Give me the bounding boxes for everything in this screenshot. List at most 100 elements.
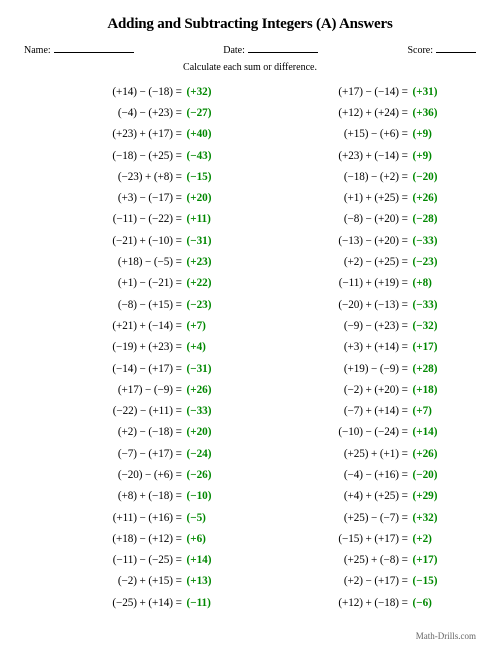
problem-answer: (+6) bbox=[186, 533, 205, 545]
problem-row: (−20) − (+6) = (−26) bbox=[62, 464, 211, 485]
problem-expression: (−11) − (−25) = bbox=[62, 554, 184, 566]
problem-row: (−11) − (−22) = (+11) bbox=[62, 209, 211, 230]
problem-expression: (−8) − (+20) = bbox=[288, 213, 410, 225]
problem-expression: (−11) − (−22) = bbox=[62, 213, 184, 225]
problem-expression: (+12) + (−18) = bbox=[288, 597, 410, 609]
problem-row: (+23) + (+17) = (+40) bbox=[62, 124, 211, 145]
problem-row: (+25) + (+1) = (+26) bbox=[288, 443, 437, 464]
problem-row: (+2) − (+17) = (−15) bbox=[288, 571, 437, 592]
problem-expression: (−4) − (+23) = bbox=[62, 107, 184, 119]
problem-expression: (−8) − (+15) = bbox=[62, 299, 184, 311]
problem-expression: (+18) − (+12) = bbox=[62, 533, 184, 545]
problem-answer: (−23) bbox=[186, 299, 211, 311]
problem-expression: (−9) − (+23) = bbox=[288, 320, 410, 332]
problem-answer: (+26) bbox=[186, 384, 211, 396]
problem-answer: (+2) bbox=[412, 533, 431, 545]
problem-expression: (−19) + (+23) = bbox=[62, 341, 184, 353]
problem-answer: (−20) bbox=[412, 469, 437, 481]
footer-text: Math-Drills.com bbox=[416, 631, 476, 641]
problem-answer: (+32) bbox=[186, 86, 211, 98]
problem-expression: (−20) − (+6) = bbox=[62, 469, 184, 481]
problem-row: (−11) − (−25) = (+14) bbox=[62, 550, 211, 571]
problem-expression: (−15) + (+17) = bbox=[288, 533, 410, 545]
problem-answer: (+9) bbox=[412, 150, 431, 162]
problem-answer: (+4) bbox=[186, 341, 205, 353]
problem-expression: (+25) + (+1) = bbox=[288, 448, 410, 460]
problem-answer: (+26) bbox=[412, 192, 437, 204]
problem-row: (−4) − (+16) = (−20) bbox=[288, 464, 437, 485]
problem-row: (+1) − (−21) = (+22) bbox=[62, 273, 211, 294]
problem-expression: (+18) − (−5) = bbox=[62, 256, 184, 268]
date-label: Date: bbox=[223, 45, 245, 56]
problem-row: (−11) + (+19) = (+8) bbox=[288, 273, 437, 294]
problem-row: (−7) + (+14) = (+7) bbox=[288, 400, 437, 421]
problem-answer: (+18) bbox=[412, 384, 437, 396]
problem-answer: (+7) bbox=[412, 405, 431, 417]
problem-answer: (−10) bbox=[186, 490, 211, 502]
problem-row: (+14) − (−18) = (+32) bbox=[62, 81, 211, 102]
problem-answer: (−33) bbox=[412, 299, 437, 311]
problems-container: (+14) − (−18) = (+32)(−4) − (+23) = (−27… bbox=[24, 81, 476, 613]
problem-answer: (+11) bbox=[186, 213, 210, 225]
problem-row: (−22) − (+11) = (−33) bbox=[62, 400, 211, 421]
score-line bbox=[436, 43, 476, 53]
problem-expression: (+15) − (+6) = bbox=[288, 128, 410, 140]
date-line bbox=[248, 43, 318, 53]
problem-answer: (+28) bbox=[412, 363, 437, 375]
problem-row: (+17) − (−14) = (+31) bbox=[288, 81, 437, 102]
problem-row: (+12) + (−18) = (−6) bbox=[288, 592, 437, 613]
problem-expression: (+3) + (+14) = bbox=[288, 341, 410, 353]
problem-expression: (−7) + (+14) = bbox=[288, 405, 410, 417]
problem-row: (+17) − (−9) = (+26) bbox=[62, 379, 211, 400]
problem-expression: (+17) − (−14) = bbox=[288, 86, 410, 98]
problem-expression: (−4) − (+16) = bbox=[288, 469, 410, 481]
problem-row: (−2) + (+20) = (+18) bbox=[288, 379, 437, 400]
problem-row: (−4) − (+23) = (−27) bbox=[62, 102, 211, 123]
page-title: Adding and Subtracting Integers (A) Answ… bbox=[24, 16, 476, 33]
right-column: (+17) − (−14) = (+31)(+12) + (+24) = (+3… bbox=[288, 81, 437, 613]
problem-row: (−10) − (−24) = (+14) bbox=[288, 422, 437, 443]
problem-expression: (−13) − (+20) = bbox=[288, 235, 410, 247]
problem-answer: (+20) bbox=[186, 192, 211, 204]
problem-answer: (−6) bbox=[412, 597, 431, 609]
problem-expression: (−25) + (+14) = bbox=[62, 597, 184, 609]
problem-expression: (+19) − (−9) = bbox=[288, 363, 410, 375]
problem-expression: (−22) − (+11) = bbox=[62, 405, 184, 417]
problem-expression: (+14) − (−18) = bbox=[62, 86, 184, 98]
problem-expression: (+1) + (+25) = bbox=[288, 192, 410, 204]
problem-expression: (−11) + (+19) = bbox=[288, 277, 410, 289]
problem-row: (+3) − (−17) = (+20) bbox=[62, 187, 211, 208]
problem-expression: (−18) − (+2) = bbox=[288, 171, 410, 183]
problem-row: (−2) + (+15) = (+13) bbox=[62, 571, 211, 592]
problem-answer: (−33) bbox=[412, 235, 437, 247]
problem-expression: (−23) + (+8) = bbox=[62, 171, 184, 183]
problem-answer: (+17) bbox=[412, 554, 437, 566]
problem-answer: (−31) bbox=[186, 363, 211, 375]
problem-answer: (+14) bbox=[186, 554, 211, 566]
name-label: Name: bbox=[24, 45, 51, 56]
problem-answer: (−24) bbox=[186, 448, 211, 460]
problem-answer: (+32) bbox=[412, 512, 437, 524]
problem-answer: (−15) bbox=[186, 171, 211, 183]
problem-row: (+25) + (−8) = (+17) bbox=[288, 550, 437, 571]
problem-row: (+2) − (+25) = (−23) bbox=[288, 251, 437, 272]
problem-expression: (+23) + (+17) = bbox=[62, 128, 184, 140]
problem-expression: (+25) + (−8) = bbox=[288, 554, 410, 566]
problem-answer: (+29) bbox=[412, 490, 437, 502]
problem-answer: (−28) bbox=[412, 213, 437, 225]
problem-row: (−14) − (+17) = (−31) bbox=[62, 358, 211, 379]
problem-expression: (+12) + (+24) = bbox=[288, 107, 410, 119]
problem-answer: (+26) bbox=[412, 448, 437, 460]
problem-row: (−21) + (−10) = (−31) bbox=[62, 230, 211, 251]
problem-row: (+1) + (+25) = (+26) bbox=[288, 187, 437, 208]
problem-answer: (+40) bbox=[186, 128, 211, 140]
problem-answer: (+14) bbox=[412, 426, 437, 438]
problem-answer: (−27) bbox=[186, 107, 211, 119]
problem-answer: (+8) bbox=[412, 277, 431, 289]
problem-expression: (+4) + (+25) = bbox=[288, 490, 410, 502]
date-field: Date: bbox=[223, 43, 318, 56]
problem-expression: (−14) − (+17) = bbox=[62, 363, 184, 375]
problem-answer: (+31) bbox=[412, 86, 437, 98]
problem-answer: (−11) bbox=[186, 597, 210, 609]
problem-row: (−8) − (+15) = (−23) bbox=[62, 294, 211, 315]
